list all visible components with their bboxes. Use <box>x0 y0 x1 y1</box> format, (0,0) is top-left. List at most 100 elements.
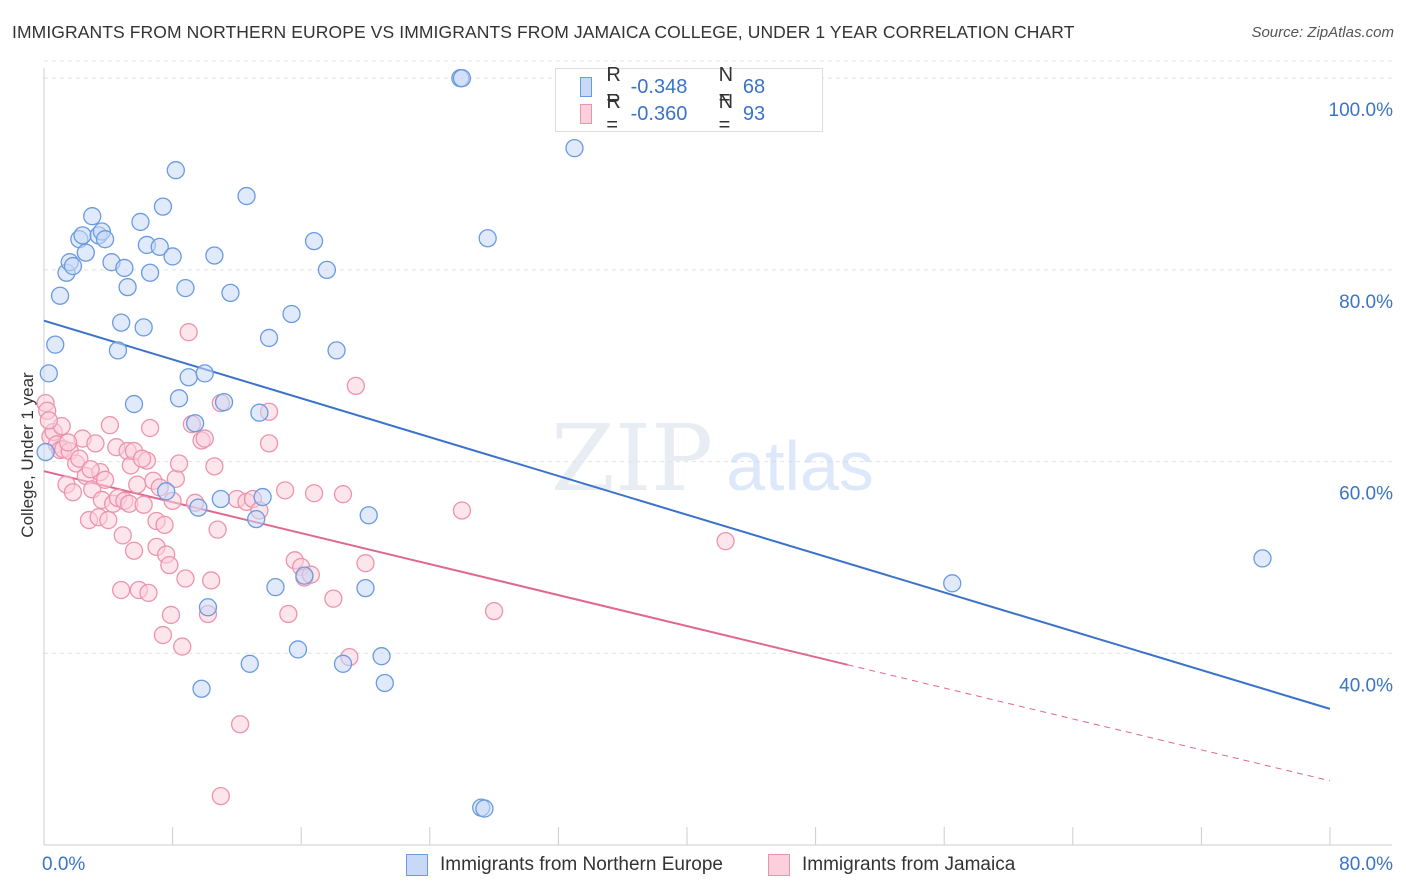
data-point-northern-europe <box>295 566 314 585</box>
data-point-jamaica <box>99 510 118 530</box>
data-point-northern-europe <box>140 263 160 282</box>
series-swatch-blue <box>406 854 428 876</box>
data-point-northern-europe <box>36 442 55 462</box>
data-point-northern-europe <box>250 403 269 422</box>
data-point-northern-europe <box>166 161 185 180</box>
data-point-northern-europe <box>247 509 266 529</box>
data-point-jamaica <box>333 485 353 504</box>
data-point-northern-europe <box>211 489 230 509</box>
data-point-jamaica <box>140 418 160 438</box>
data-point-northern-europe <box>1253 549 1272 568</box>
chart-title: IMMIGRANTS FROM NORTHERN EUROPE VS IMMIG… <box>12 22 1075 42</box>
y-tick-label: 40.0% <box>1339 675 1393 696</box>
data-point-jamaica <box>356 554 375 573</box>
data-point-northern-europe <box>943 574 962 593</box>
trend-line-jamaica-extension <box>847 664 1331 782</box>
series-legend-northern-europe[interactable]: Immigrants from Northern Europe <box>406 852 723 878</box>
data-point-northern-europe <box>356 578 375 598</box>
data-point-northern-europe <box>95 230 115 249</box>
trend-line-northern-europe <box>43 319 1331 710</box>
data-point-jamaica <box>324 589 343 608</box>
data-point-northern-europe <box>478 229 497 248</box>
data-point-northern-europe <box>198 598 218 617</box>
legend-r-value: -0.360 <box>630 102 688 125</box>
data-point-northern-europe <box>372 647 391 666</box>
data-point-jamaica <box>128 475 147 494</box>
watermark-atlas: atlas <box>726 427 874 505</box>
stats-legend: R = -0.348 N = 68 R = -0.360 N = 93 <box>555 64 823 136</box>
data-point-northern-europe <box>327 341 346 360</box>
data-point-jamaica <box>132 449 152 468</box>
data-point-northern-europe <box>240 654 259 673</box>
data-point-jamaica <box>452 501 472 520</box>
y-tick-label: 80.0% <box>1339 292 1393 313</box>
legend-row-jamaica: R = -0.360 N = 93 <box>580 91 831 136</box>
series-northern-europe-points <box>36 69 1272 818</box>
data-point-northern-europe <box>452 69 472 88</box>
y-tick-label: 60.0% <box>1339 484 1393 505</box>
data-point-northern-europe <box>192 679 211 698</box>
series-legend-jamaica[interactable]: Immigrants from Jamaica <box>768 852 1015 878</box>
data-point-jamaica <box>95 470 115 489</box>
data-point-northern-europe <box>179 368 198 387</box>
data-point-northern-europe <box>214 393 234 412</box>
data-point-northern-europe <box>185 414 205 433</box>
data-point-jamaica <box>346 376 366 396</box>
data-point-northern-europe <box>131 212 150 232</box>
data-point-northern-europe <box>50 286 70 305</box>
data-point-northern-europe <box>46 335 65 354</box>
data-point-northern-europe <box>39 364 58 383</box>
data-point-jamaica <box>211 786 230 806</box>
data-point-jamaica <box>195 429 214 448</box>
y-tick-label: 100.0% <box>1329 100 1394 121</box>
data-point-northern-europe <box>115 258 134 278</box>
legend-n-label: N = <box>718 64 734 109</box>
data-point-jamaica <box>176 569 195 588</box>
data-point-northern-europe <box>163 247 182 266</box>
legend-n-value: 68 <box>742 75 766 98</box>
data-point-jamaica <box>230 715 250 734</box>
data-point-jamaica <box>259 434 279 453</box>
data-point-jamaica <box>279 604 298 624</box>
legend-n-label: N = <box>718 91 734 136</box>
data-point-northern-europe <box>189 498 208 517</box>
data-point-jamaica <box>161 605 181 625</box>
data-point-jamaica <box>70 449 89 468</box>
data-point-jamaica <box>160 555 179 575</box>
data-point-northern-europe <box>333 654 353 673</box>
data-point-northern-europe <box>169 389 189 408</box>
data-point-northern-europe <box>134 318 153 337</box>
data-point-northern-europe <box>73 226 92 245</box>
data-point-jamaica <box>134 495 153 514</box>
data-point-northern-europe <box>253 487 272 507</box>
series-jamaica-points <box>36 323 735 806</box>
data-point-northern-europe <box>83 207 102 226</box>
data-point-northern-europe <box>118 277 137 297</box>
watermark: ZIP atlas <box>551 405 874 512</box>
gridlines <box>44 60 1392 654</box>
data-point-jamaica <box>202 571 221 590</box>
y-axis-label: College, Under 1 year <box>18 372 37 538</box>
data-point-northern-europe <box>124 394 144 414</box>
legend-r-label: R = <box>606 91 621 136</box>
data-point-jamaica <box>179 323 198 342</box>
tick-labels: 40.0% 60.0% 80.0% 100.0% 0.0% 80.0% <box>42 100 1393 875</box>
data-point-northern-europe <box>375 673 394 693</box>
x-tick-label: 80.0% <box>1339 854 1393 875</box>
data-point-northern-europe <box>259 328 279 348</box>
data-point-northern-europe <box>359 506 378 525</box>
data-point-jamaica <box>112 580 131 600</box>
data-point-northern-europe <box>475 799 494 818</box>
legend-r-value: -0.348 <box>630 75 688 98</box>
data-point-northern-europe <box>63 256 83 276</box>
data-point-northern-europe <box>237 186 256 206</box>
data-point-jamaica <box>275 481 295 500</box>
data-point-jamaica <box>484 601 504 621</box>
data-point-northern-europe <box>195 364 214 383</box>
data-point-jamaica <box>86 434 105 453</box>
series-legend-label: Immigrants from Jamaica <box>802 854 1016 875</box>
data-point-jamaica <box>173 637 192 656</box>
data-point-jamaica <box>304 484 324 503</box>
data-point-jamaica <box>39 411 58 430</box>
legend-swatch-blue <box>580 77 593 97</box>
